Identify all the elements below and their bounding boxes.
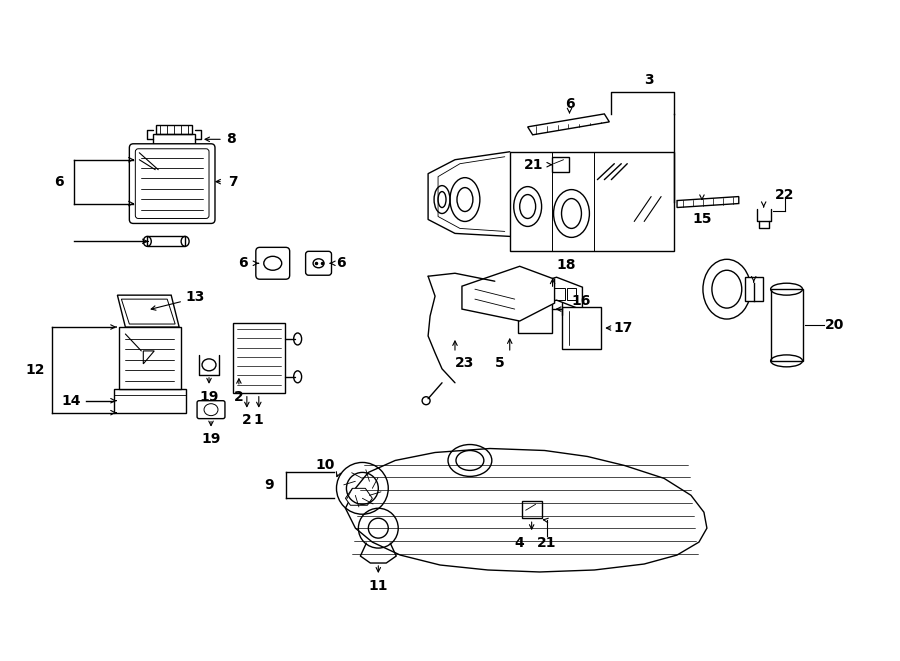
- FancyBboxPatch shape: [306, 251, 331, 275]
- Polygon shape: [346, 449, 706, 572]
- Text: 2: 2: [234, 390, 244, 404]
- Polygon shape: [117, 295, 179, 327]
- FancyBboxPatch shape: [256, 247, 290, 279]
- Bar: [566, 288, 577, 300]
- FancyBboxPatch shape: [197, 401, 225, 418]
- Bar: [770, 289, 803, 361]
- Text: 23: 23: [455, 356, 474, 370]
- Bar: [509, 152, 674, 251]
- Text: 6: 6: [564, 97, 574, 111]
- Text: 16: 16: [572, 294, 591, 308]
- Text: 2: 2: [242, 412, 252, 426]
- Polygon shape: [509, 277, 582, 313]
- Text: 6: 6: [336, 256, 346, 270]
- Text: 15: 15: [692, 212, 712, 227]
- Polygon shape: [120, 327, 181, 389]
- Text: 22: 22: [775, 188, 795, 202]
- Bar: [745, 277, 762, 301]
- FancyBboxPatch shape: [130, 144, 215, 223]
- Polygon shape: [527, 114, 609, 135]
- Text: 14: 14: [62, 394, 81, 408]
- Bar: [553, 288, 564, 300]
- Text: 4: 4: [515, 536, 525, 550]
- Bar: [552, 157, 570, 172]
- Text: 13: 13: [185, 290, 205, 304]
- Text: 17: 17: [614, 321, 633, 335]
- Text: 3: 3: [644, 73, 654, 87]
- Text: 8: 8: [226, 132, 236, 146]
- Text: 21: 21: [524, 158, 544, 172]
- Bar: [518, 285, 552, 333]
- Text: 12: 12: [25, 363, 44, 377]
- Text: 5: 5: [495, 356, 505, 370]
- Bar: [114, 389, 186, 412]
- Text: 19: 19: [202, 432, 220, 446]
- Polygon shape: [346, 488, 373, 505]
- Text: 20: 20: [824, 318, 844, 332]
- Bar: [562, 307, 601, 349]
- Text: 10: 10: [316, 459, 335, 473]
- Text: 6: 6: [238, 256, 248, 270]
- Polygon shape: [462, 266, 554, 321]
- Text: 21: 21: [536, 536, 556, 550]
- Text: 1: 1: [254, 412, 264, 426]
- Text: 19: 19: [199, 390, 219, 404]
- Text: 9: 9: [264, 479, 274, 492]
- Text: 18: 18: [557, 258, 576, 272]
- Bar: [233, 323, 284, 393]
- Polygon shape: [677, 196, 739, 208]
- Text: 11: 11: [369, 579, 388, 593]
- Bar: [522, 501, 542, 518]
- Text: 6: 6: [54, 175, 64, 188]
- Text: 7: 7: [228, 175, 238, 188]
